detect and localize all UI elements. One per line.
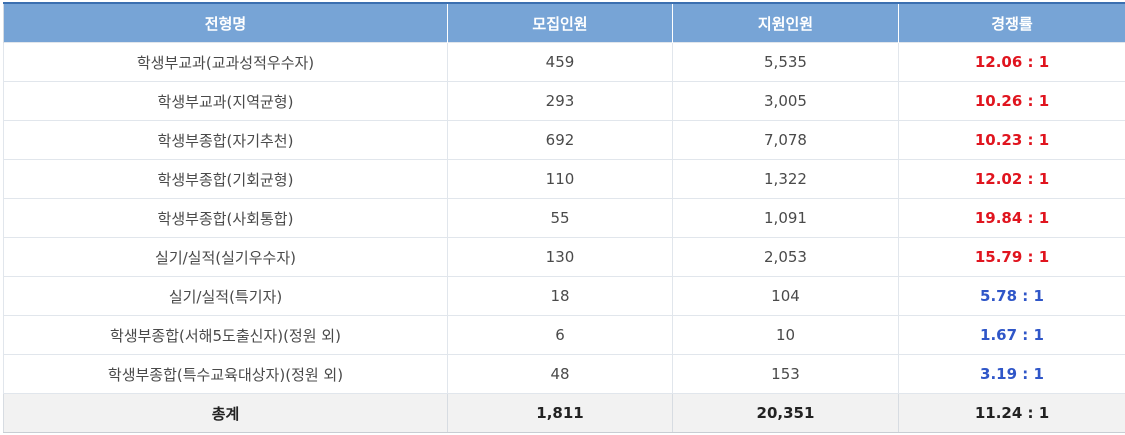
admission-type-cell: 학생부종합(특수교육대상자)(정원 외) xyxy=(3,354,448,394)
total-applicants: 20,351 xyxy=(672,393,899,433)
quota-cell: 110 xyxy=(447,159,673,199)
quota-cell: 48 xyxy=(447,354,673,394)
admission-type-cell: 학생부종합(사회통합) xyxy=(3,198,448,238)
quota-cell: 55 xyxy=(447,198,673,238)
admission-type-cell: 실기/실적(실기우수자) xyxy=(3,237,448,277)
total-ratio: 11.24 : 1 xyxy=(898,393,1125,433)
table-top-border xyxy=(3,2,1125,5)
table-row: 학생부종합(사회통합) 55 1,091 19.84 : 1 xyxy=(3,198,1125,238)
ratio-cell: 3.19 : 1 xyxy=(898,354,1125,394)
total-label: 총계 xyxy=(3,393,448,433)
admission-type-cell: 학생부종합(기회균형) xyxy=(3,159,448,199)
applicants-cell: 10 xyxy=(672,315,899,355)
table-row: 학생부종합(자기추천) 692 7,078 10.23 : 1 xyxy=(3,120,1125,160)
table-row: 학생부교과(지역균형) 293 3,005 10.26 : 1 xyxy=(3,81,1125,121)
applicants-cell: 3,005 xyxy=(672,81,899,121)
competition-table: 전형명 모집인원 지원인원 경쟁률 학생부교과(교과성적우수자) 459 5,535… xyxy=(3,4,1125,433)
table-row: 학생부종합(특수교육대상자)(정원 외) 48 153 3.19 : 1 xyxy=(3,354,1125,394)
table-row: 실기/실적(실기우수자) 130 2,053 15.79 : 1 xyxy=(3,237,1125,277)
header-row: 전형명 모집인원 지원인원 경쟁률 xyxy=(3,4,1125,43)
admission-type-cell: 학생부교과(지역균형) xyxy=(3,81,448,121)
ratio-cell: 12.02 : 1 xyxy=(898,159,1125,199)
header-applicants: 지원인원 xyxy=(672,4,899,43)
admission-type-cell: 학생부종합(서해5도출신자)(정원 외) xyxy=(3,315,448,355)
quota-cell: 130 xyxy=(447,237,673,277)
admission-type-cell: 실기/실적(특기자) xyxy=(3,276,448,316)
applicants-cell: 5,535 xyxy=(672,42,899,82)
ratio-cell: 12.06 : 1 xyxy=(898,42,1125,82)
ratio-cell: 15.79 : 1 xyxy=(898,237,1125,277)
table-footer: 총계 1,811 20,351 11.24 : 1 xyxy=(3,393,1125,433)
applicants-cell: 1,322 xyxy=(672,159,899,199)
header-quota: 모집인원 xyxy=(447,4,673,43)
applicants-cell: 2,053 xyxy=(672,237,899,277)
ratio-cell: 10.23 : 1 xyxy=(898,120,1125,160)
ratio-cell: 1.67 : 1 xyxy=(898,315,1125,355)
ratio-cell: 19.84 : 1 xyxy=(898,198,1125,238)
applicants-cell: 1,091 xyxy=(672,198,899,238)
header-admission-type: 전형명 xyxy=(3,4,448,43)
ratio-cell: 10.26 : 1 xyxy=(898,81,1125,121)
table-row: 학생부교과(교과성적우수자) 459 5,535 12.06 : 1 xyxy=(3,42,1125,82)
quota-cell: 18 xyxy=(447,276,673,316)
table-row: 학생부종합(서해5도출신자)(정원 외) 6 10 1.67 : 1 xyxy=(3,315,1125,355)
applicants-cell: 104 xyxy=(672,276,899,316)
ratio-cell: 5.78 : 1 xyxy=(898,276,1125,316)
admission-type-cell: 학생부종합(자기추천) xyxy=(3,120,448,160)
table-row: 실기/실적(특기자) 18 104 5.78 : 1 xyxy=(3,276,1125,316)
header-ratio: 경쟁률 xyxy=(898,4,1125,43)
quota-cell: 293 xyxy=(447,81,673,121)
table-body: 학생부교과(교과성적우수자) 459 5,535 12.06 : 1 학생부교과(지역균… xyxy=(3,42,1125,394)
table-row: 학생부종합(기회균형) 110 1,322 12.02 : 1 xyxy=(3,159,1125,199)
total-quota: 1,811 xyxy=(447,393,673,433)
total-row: 총계 1,811 20,351 11.24 : 1 xyxy=(3,393,1125,433)
quota-cell: 692 xyxy=(447,120,673,160)
admission-type-cell: 학생부교과(교과성적우수자) xyxy=(3,42,448,82)
applicants-cell: 153 xyxy=(672,354,899,394)
table-header: 전형명 모집인원 지원인원 경쟁률 xyxy=(3,4,1125,43)
applicants-cell: 7,078 xyxy=(672,120,899,160)
quota-cell: 459 xyxy=(447,42,673,82)
quota-cell: 6 xyxy=(447,315,673,355)
